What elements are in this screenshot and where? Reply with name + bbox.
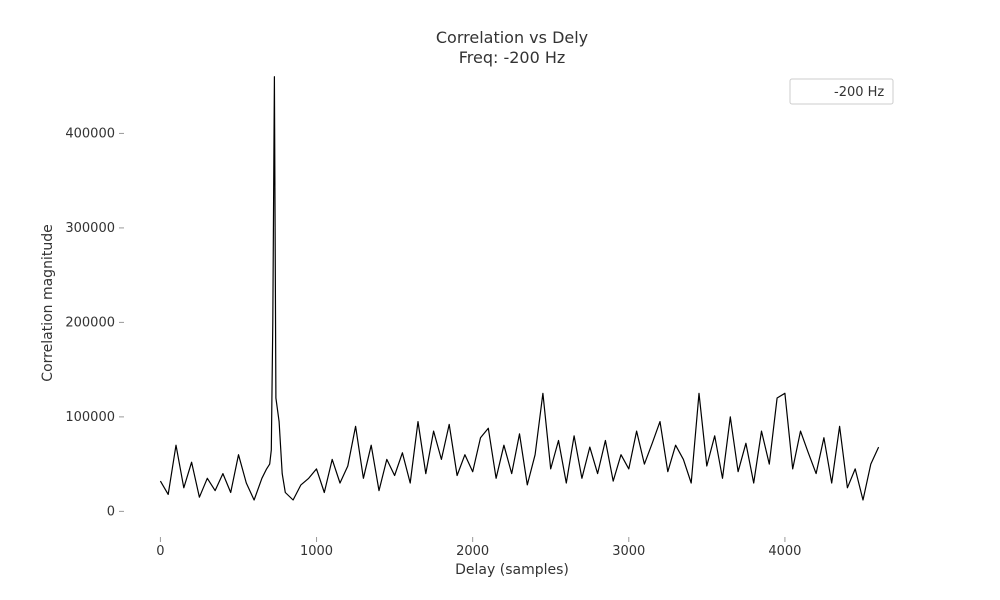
x-tick-label: 1000 — [300, 544, 333, 559]
x-tick-label: 2000 — [456, 544, 489, 559]
legend: -200 Hz — [789, 78, 894, 105]
y-axis-ticks: 0 100000 200000 300000 400000 — [65, 126, 124, 519]
series-line-0 — [159, 76, 880, 501]
y-tick-label: 400000 — [65, 126, 115, 141]
y-tick-label: 300000 — [65, 221, 115, 236]
y-tick-label: 0 — [107, 504, 115, 519]
series-group — [159, 76, 880, 501]
x-tick-label: 0 — [156, 544, 164, 559]
x-axis-ticks: 0 1000 2000 3000 4000 — [156, 537, 801, 559]
chart-title: Correlation vs Dely — [436, 28, 588, 47]
y-tick-label: 200000 — [65, 315, 115, 330]
legend-entry-label: -200 Hz — [834, 85, 884, 100]
y-tick-label: 100000 — [65, 410, 115, 425]
x-tick-label: 4000 — [768, 544, 801, 559]
legend-box — [789, 78, 894, 105]
chart-subtitle: Freq: -200 Hz — [459, 48, 566, 67]
x-axis-label: Delay (samples) — [455, 562, 569, 578]
y-axis-label: Correlation magnitude — [40, 224, 56, 381]
x-tick-label: 3000 — [612, 544, 645, 559]
